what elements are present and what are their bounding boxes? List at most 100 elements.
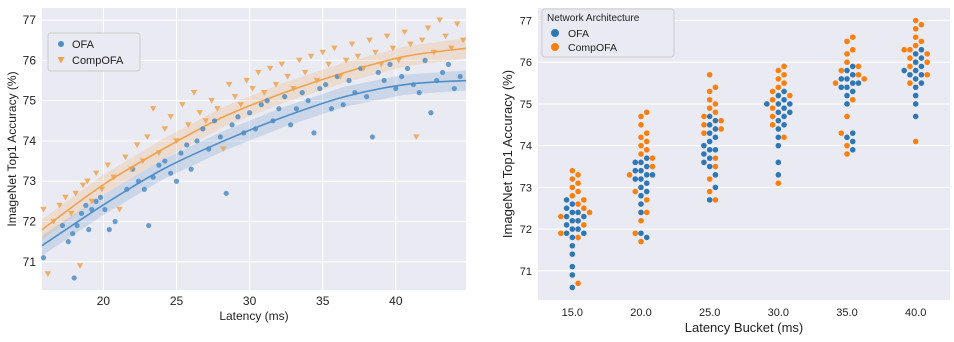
swarm-point-ofa — [706, 130, 713, 136]
swarm-point-ofa — [781, 105, 787, 111]
point-ofa — [200, 126, 206, 132]
swarm-point-ofa — [701, 151, 707, 157]
point-ofa — [434, 77, 440, 84]
swarm-point-ofa — [706, 197, 713, 203]
point-ofa — [404, 65, 411, 72]
point-compofa — [266, 65, 274, 72]
swarm-point-compofa — [575, 280, 581, 287]
point-compofa — [249, 85, 256, 92]
swarm-point-ofa — [838, 84, 845, 91]
point-compofa — [360, 65, 367, 72]
swarm-point-ofa — [701, 142, 707, 149]
swarm-point-ofa — [638, 167, 644, 174]
point-ofa — [393, 85, 399, 92]
y-tick-label: 72 — [23, 215, 37, 229]
swarm-point-ofa — [649, 172, 656, 178]
swarm-point-ofa — [569, 242, 576, 249]
swarm-point-ofa — [775, 92, 782, 99]
point-ofa — [188, 166, 194, 172]
point-ofa — [184, 142, 190, 148]
point-ofa — [305, 98, 311, 104]
swarm-point-compofa — [781, 63, 787, 70]
point-ofa — [97, 194, 104, 200]
swarm-point-ofa — [912, 113, 919, 120]
point-ofa — [282, 94, 288, 100]
swarm-point-ofa — [912, 76, 919, 82]
swarm-point-compofa — [706, 71, 713, 78]
swarm-point-compofa — [569, 184, 576, 191]
point-compofa — [179, 102, 186, 108]
swarm-point-compofa — [706, 96, 713, 103]
point-ofa — [150, 174, 156, 180]
point-compofa — [407, 41, 414, 48]
point-compofa — [413, 134, 420, 140]
legend-box — [541, 8, 675, 58]
point-compofa — [436, 17, 443, 24]
point-ofa — [124, 186, 130, 192]
point-compofa — [220, 146, 227, 152]
legend-marker-compofa — [57, 57, 65, 64]
swarm-point-ofa — [764, 101, 770, 107]
swarm-point-compofa — [918, 38, 925, 45]
swarm-point-compofa — [849, 46, 856, 53]
swarm-point-compofa — [701, 130, 707, 136]
swarm-point-compofa — [775, 76, 782, 82]
swarm-point-ofa — [706, 138, 713, 145]
swarm-point-ofa — [781, 96, 787, 103]
point-compofa — [79, 182, 87, 189]
point-ofa — [141, 186, 147, 192]
swarm-point-ofa — [775, 126, 782, 132]
swarm-point-ofa — [638, 176, 644, 182]
point-ofa — [78, 210, 85, 217]
point-compofa — [243, 77, 250, 84]
swarm-point-ofa — [787, 101, 793, 107]
swarm-point-compofa — [907, 80, 913, 86]
point-compofa — [202, 118, 209, 124]
x-tick-label: 35.0 — [836, 307, 857, 319]
x-axis-label: Latency (ms) — [219, 309, 288, 323]
y-tick-label: 75 — [520, 99, 532, 111]
swarm-point-compofa — [706, 188, 713, 195]
point-compofa — [424, 25, 432, 32]
swarm-point-ofa — [638, 184, 644, 191]
x-tick-label: 25 — [170, 294, 184, 308]
swarm-point-ofa — [706, 163, 713, 170]
point-ofa — [211, 118, 218, 124]
swarm-point-compofa — [844, 51, 850, 57]
swarm-point-ofa — [712, 172, 719, 178]
swarm-point-compofa — [832, 80, 839, 86]
swarm-point-ofa — [706, 122, 713, 128]
point-ofa — [416, 90, 422, 96]
point-compofa — [173, 138, 180, 144]
swarm-point-compofa — [706, 176, 713, 182]
swarm-point-compofa — [718, 126, 724, 132]
swarm-point-compofa — [844, 151, 850, 157]
swarm-point-compofa — [638, 113, 644, 120]
point-ofa — [194, 138, 200, 144]
swarm-point-compofa — [849, 96, 856, 103]
point-ofa — [328, 106, 335, 112]
point-compofa — [133, 142, 141, 148]
swarm-point-ofa — [581, 230, 587, 237]
swarm-point-ofa — [712, 147, 719, 153]
swarm-point-ofa — [569, 284, 576, 291]
point-compofa — [185, 122, 192, 128]
swarm-point-ofa — [712, 134, 719, 141]
swarm-point-ofa — [712, 126, 719, 132]
point-compofa — [72, 190, 79, 197]
y-axis-label: ImageNet Top1 Accuracy (%) — [500, 70, 515, 238]
point-ofa — [247, 110, 253, 116]
swarm-point-ofa — [844, 67, 850, 74]
swarm-point-ofa — [912, 92, 919, 99]
point-ofa — [168, 170, 174, 176]
swarm-point-ofa — [643, 172, 650, 178]
legend-box — [47, 32, 141, 72]
swarm-point-compofa — [769, 113, 776, 120]
point-compofa — [68, 210, 75, 217]
swarm-point-ofa — [563, 230, 570, 237]
point-ofa — [311, 130, 317, 136]
swarm-point-compofa — [844, 38, 850, 45]
swarm-point-compofa — [912, 17, 919, 24]
swarm-point-ofa — [849, 80, 856, 86]
swarm-point-ofa — [844, 101, 850, 107]
